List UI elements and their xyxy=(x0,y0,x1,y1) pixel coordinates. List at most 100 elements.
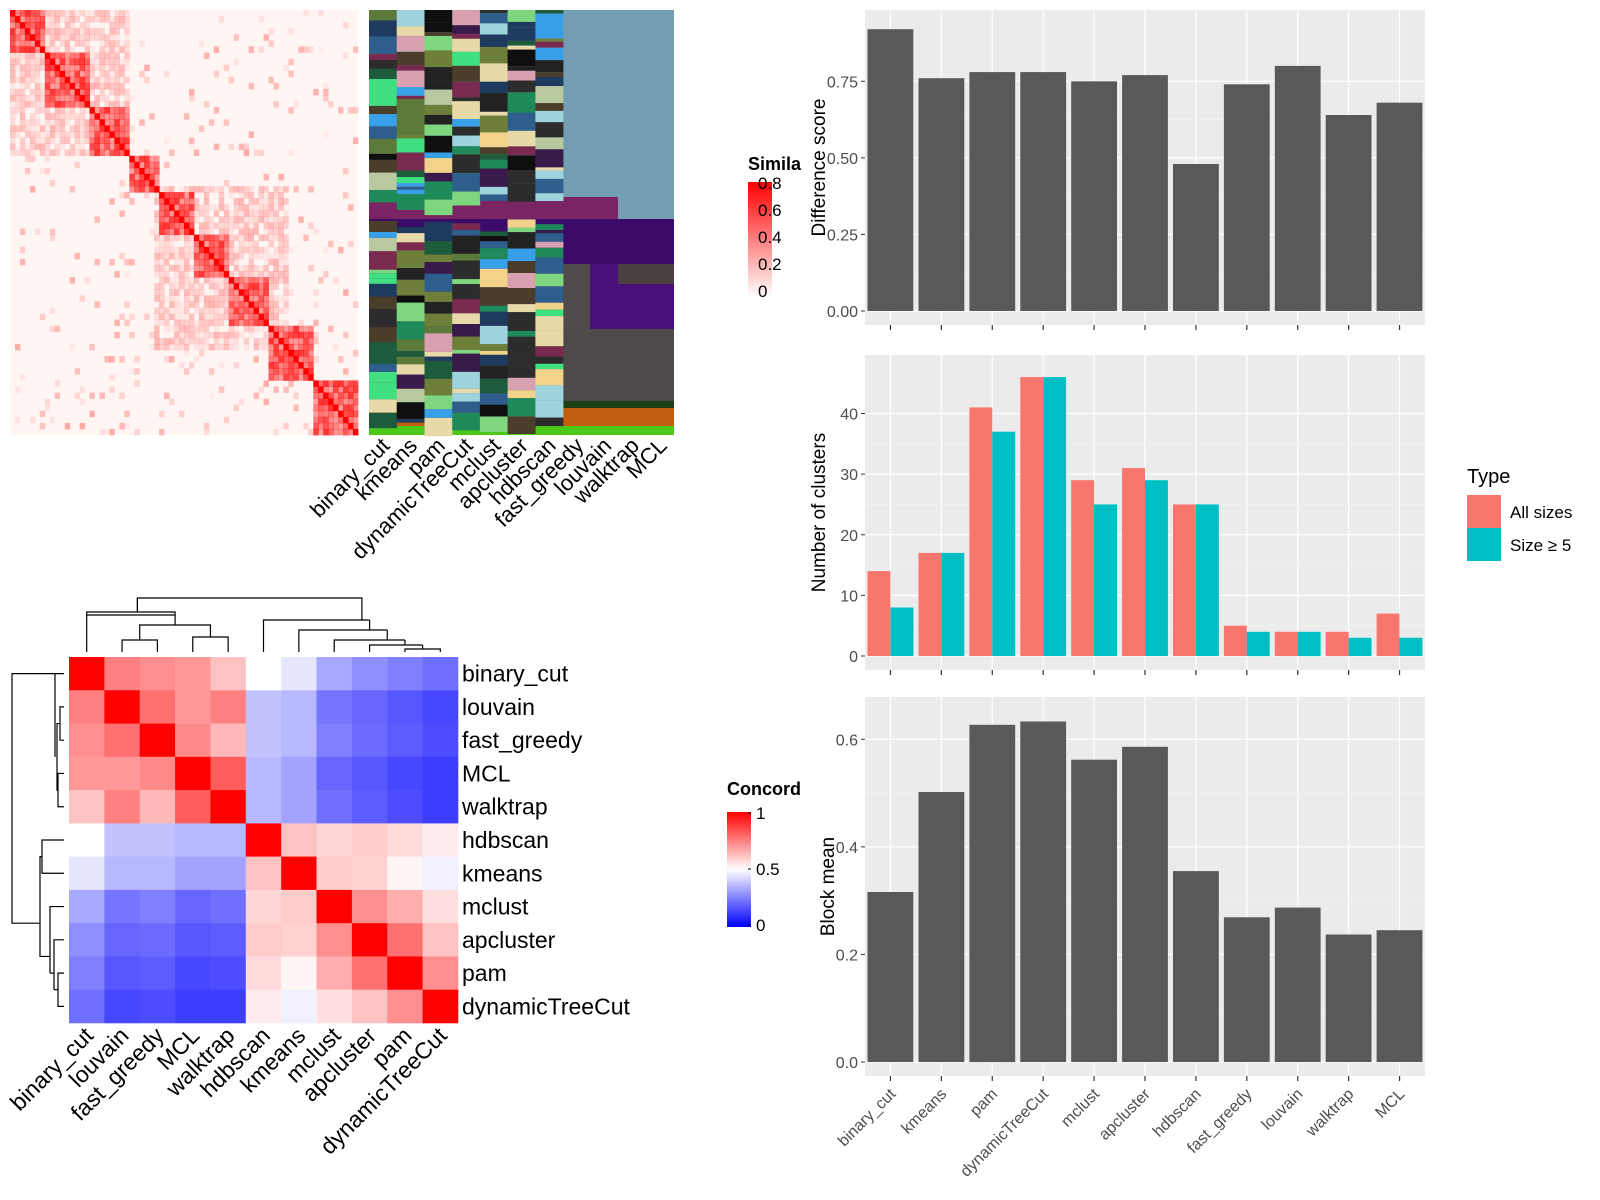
similarity-cell xyxy=(189,289,195,296)
similarity-cell xyxy=(49,28,56,35)
concordance-cell xyxy=(69,790,105,824)
similarity-cell xyxy=(99,107,105,114)
similarity-cell xyxy=(154,192,160,199)
similarity-cell xyxy=(273,228,279,236)
similarity-cell xyxy=(114,119,120,126)
similarity-cell xyxy=(89,101,95,108)
similarity-cell xyxy=(273,368,279,375)
annotation-segment xyxy=(507,146,536,156)
concordance-cell xyxy=(351,723,388,758)
annotation-segment xyxy=(535,233,564,242)
similarity-cell xyxy=(268,192,274,199)
similarity-cell xyxy=(353,46,359,53)
similarity-cell xyxy=(154,295,160,302)
similarity-cell xyxy=(193,289,200,296)
similarity-cell xyxy=(109,22,115,29)
concordance-cell xyxy=(69,989,105,1024)
similarity-cell xyxy=(184,343,190,351)
similarity-cell xyxy=(99,392,105,399)
similarity-cell xyxy=(34,125,41,132)
annotation-segment xyxy=(452,260,481,280)
dendrogram-branch xyxy=(136,597,363,620)
annotation-segment xyxy=(452,253,481,261)
similarity-cell xyxy=(273,386,279,393)
similarity-cell xyxy=(94,258,100,266)
annotation-segment xyxy=(535,122,564,138)
annotation-segment xyxy=(396,98,425,117)
annotation-segment xyxy=(369,278,397,284)
similarity-cell xyxy=(79,10,85,17)
similarity-cell xyxy=(154,216,160,223)
similarity-cell xyxy=(318,380,324,387)
similarity-cell xyxy=(59,70,66,78)
similarity-cell xyxy=(174,192,180,199)
annotation-segment xyxy=(535,417,564,427)
similarity-cell xyxy=(189,222,195,229)
similarity-cell xyxy=(174,198,180,205)
similarity-cell xyxy=(104,52,110,59)
similarity-cell xyxy=(248,46,254,53)
concordance-cell xyxy=(351,690,388,724)
similarity-cell xyxy=(184,240,190,248)
similarity-cell xyxy=(203,325,210,333)
annotation-segment xyxy=(452,135,481,147)
similarity-cell xyxy=(114,95,120,102)
annotation-segment xyxy=(479,186,508,195)
similarity-cell xyxy=(189,228,195,236)
similarity-cell xyxy=(213,307,220,314)
concordance-cell xyxy=(245,889,282,924)
similarity-cell xyxy=(164,210,170,217)
concordance-row-label: dynamicTreeCut xyxy=(462,993,630,1019)
concordance-cell xyxy=(351,756,388,791)
similarity-cell xyxy=(34,52,41,59)
similarity-cell xyxy=(74,101,80,108)
annotation-segment xyxy=(479,63,508,82)
annotation-segment xyxy=(396,183,425,187)
similarity-cell xyxy=(263,204,269,211)
similarity-cell xyxy=(174,222,180,229)
similarity-cell xyxy=(268,295,274,302)
annotation-segment xyxy=(535,302,564,310)
annotation-segment xyxy=(535,241,564,248)
annotation-segment xyxy=(369,273,397,279)
similarity-cell xyxy=(64,107,71,114)
similarity-cell xyxy=(79,137,85,144)
similarity-cell xyxy=(353,422,359,430)
similarity-cell xyxy=(169,277,175,284)
similarity-cell xyxy=(238,331,245,339)
annotation-segment xyxy=(479,154,508,160)
similarity-cell xyxy=(189,137,195,144)
similarity-cell xyxy=(124,119,130,126)
concordance-cell xyxy=(422,923,459,957)
concordance-cell xyxy=(69,956,105,991)
similarity-cell xyxy=(218,204,225,211)
concordance-cell xyxy=(210,790,247,824)
similarity-cell xyxy=(213,265,220,272)
x-category-label: dynamicTreeCut xyxy=(957,1085,1052,1180)
similarity-cell xyxy=(74,143,80,151)
annotation-segment xyxy=(507,170,536,184)
annotation-segment xyxy=(424,67,453,82)
similarity-cell xyxy=(144,192,150,199)
similarity-cell xyxy=(119,70,125,78)
y-tick-label: 0.0 xyxy=(836,1055,858,1072)
annotation-segment xyxy=(507,390,536,399)
similarity-cell xyxy=(94,107,100,114)
similarity-cell xyxy=(164,325,170,333)
concordance-cell xyxy=(175,723,211,758)
similarity-cell xyxy=(268,40,274,47)
similarity-cell xyxy=(213,283,220,290)
similarity-cell xyxy=(114,76,120,84)
similarity-cell xyxy=(154,289,160,296)
similarity-cell xyxy=(213,258,220,266)
similarity-cell xyxy=(74,28,80,35)
similarity-cell xyxy=(54,28,61,35)
annotation-segment xyxy=(479,351,508,355)
similarity-cell xyxy=(293,350,299,357)
similarity-cell xyxy=(343,416,349,424)
similarity-cell xyxy=(124,76,130,84)
similarity-cell xyxy=(29,131,36,138)
similarity-cell xyxy=(39,28,46,35)
similarity-cell xyxy=(248,301,254,308)
similarity-cell xyxy=(193,210,200,217)
